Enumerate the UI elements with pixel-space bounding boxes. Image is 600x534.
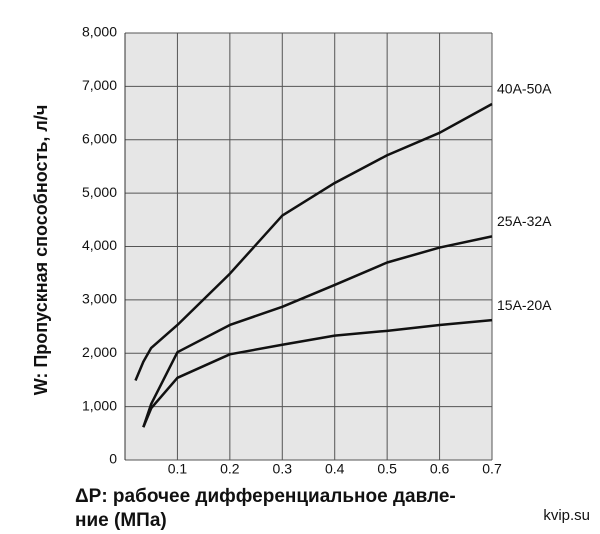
x-tick-label: 0.6 [430,461,450,477]
series-label: 25A-32A [497,213,552,229]
series-label: 15A-20A [497,297,552,313]
y-tick-label: 4,000 [82,237,117,253]
x-tick-label: 0.3 [273,461,293,477]
y-tick-label: 3,000 [82,291,117,307]
y-tick-label: 7,000 [82,77,117,93]
series-label: 40A-50A [497,81,552,97]
y-tick-label: 1,000 [82,397,117,413]
series-line [142,235,493,428]
x-axis-label: ние (МПа) [75,510,167,531]
x-tick-label: 0.2 [220,461,240,477]
series-line [134,102,493,381]
x-tick-label: 0.4 [325,461,345,477]
x-tick-label: 0.7 [482,461,502,477]
y-axis-label: W: Пропускная способность, л/ч [31,105,51,396]
x-tick-label: 0.5 [377,461,397,477]
y-tick-label: 0 [109,451,117,467]
x-axis-label: ΔP: рабочее дифференциальное давле- [75,486,456,507]
y-tick-label: 5,000 [82,184,117,200]
series-line [142,318,493,428]
watermark: kvip.su [543,507,590,524]
x-tick-label: 0.1 [168,461,188,477]
y-tick-label: 2,000 [82,344,117,360]
y-tick-label: 6,000 [82,130,117,146]
y-tick-label: 8,000 [82,24,117,40]
